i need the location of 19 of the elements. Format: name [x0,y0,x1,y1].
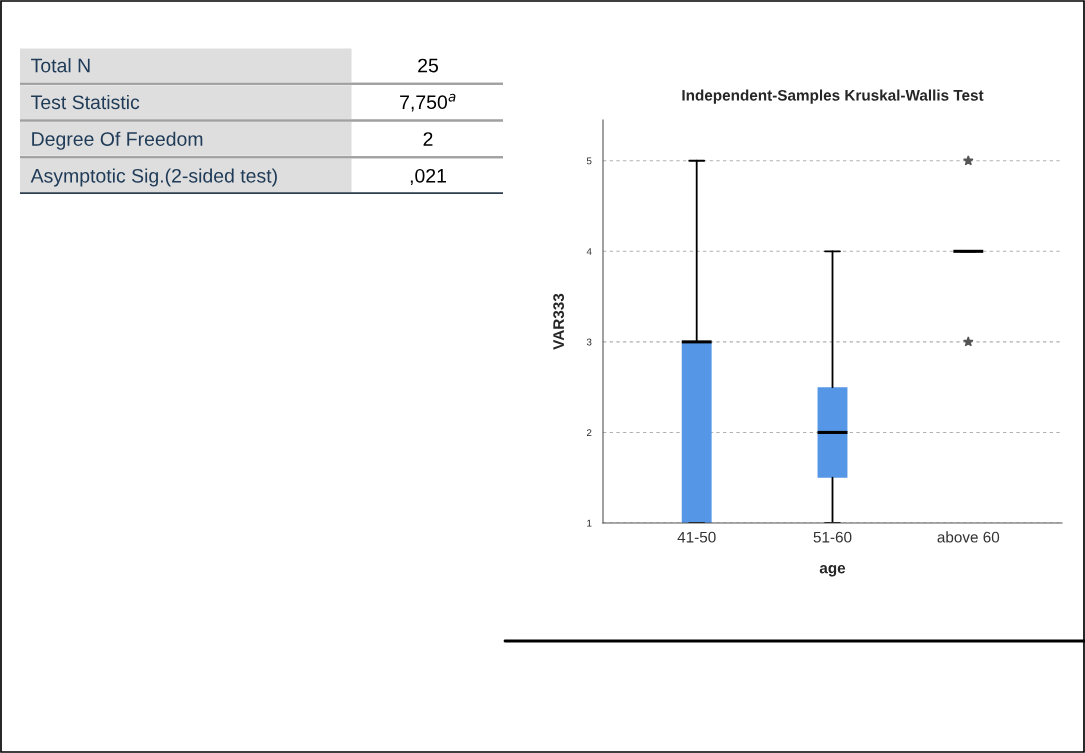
x-tick-label: 41-50 [677,531,716,543]
text: Total N [31,58,90,73]
y-tick-label: 5 [586,157,592,165]
text: Asymptotic Sig.(2-sided test) [30,168,277,187]
text: ,021 [410,168,446,185]
y-tick-label: 1 [587,519,592,527]
text: 25 [418,58,438,73]
x-tick-label: 51-60 [813,531,852,543]
y-tick-label: 2 [586,429,592,436]
y-tick-label: 4 [586,248,592,255]
y-tick-label: 3 [586,338,592,346]
text: Degree Of Freedom [32,131,203,150]
text: 7,750$^{a}$ [400,93,456,112]
x-tick-label: above 60 [937,531,1000,543]
chart-title: Independent-Samples Kruskal-Wallis Test [682,89,984,104]
y-axis-title: VAR333 [553,293,565,350]
text: 2 [423,132,433,146]
x-axis-title: age [819,565,846,577]
text: Test Statistic [31,94,140,110]
